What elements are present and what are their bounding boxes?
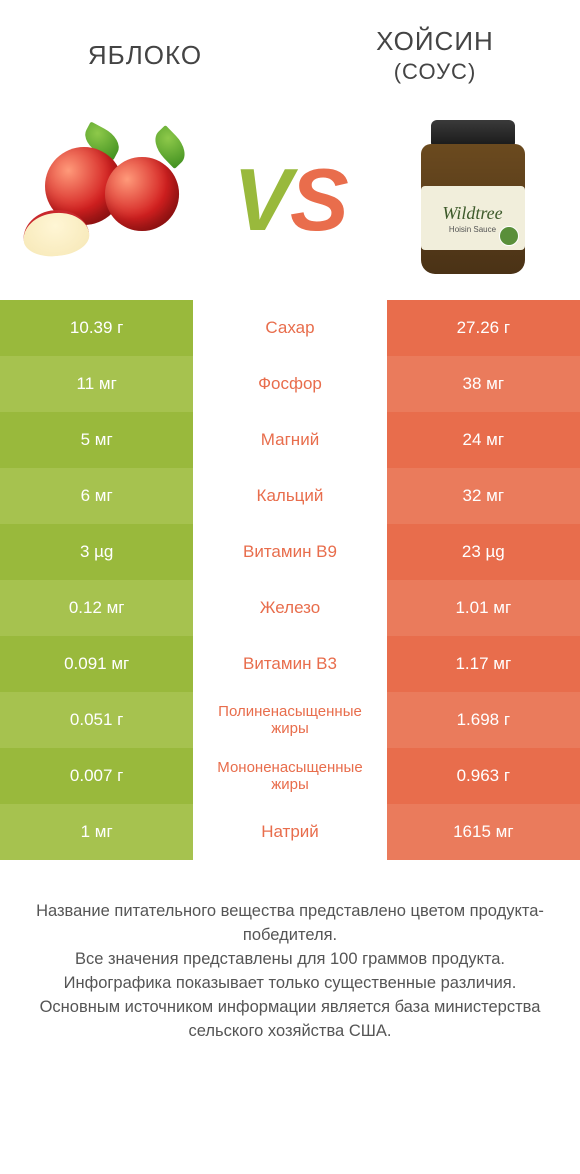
table-row: 1 мгНатрий1615 мг bbox=[0, 804, 580, 860]
nutrient-name: Магний bbox=[193, 412, 386, 468]
table-row: 10.39 гСахар27.26 г bbox=[0, 300, 580, 356]
left-value: 11 мг bbox=[0, 356, 193, 412]
footer-line: Инфографика показывает только существенн… bbox=[26, 972, 554, 996]
header: ЯБЛОКО ХОЙСИН (СОУС) bbox=[0, 0, 580, 110]
vs-v: V bbox=[233, 150, 290, 249]
left-value: 3 µg bbox=[0, 524, 193, 580]
table-row: 0.091 мгВитамин B31.17 мг bbox=[0, 636, 580, 692]
table-row: 3 µgВитамин B923 µg bbox=[0, 524, 580, 580]
right-value: 1.698 г bbox=[387, 692, 580, 748]
nutrient-name: Полиненасыщенные жиры bbox=[193, 692, 386, 748]
footer-line: Название питательного вещества представл… bbox=[26, 900, 554, 948]
right-value: 1615 мг bbox=[387, 804, 580, 860]
left-product-image bbox=[0, 110, 215, 290]
jar-brand: Wildtree bbox=[442, 203, 502, 224]
footer-note: Название питательного вещества представл… bbox=[0, 900, 580, 1044]
jar-icon: Wildtree Hoisin Sauce bbox=[413, 120, 533, 280]
nutrient-name: Кальций bbox=[193, 468, 386, 524]
right-value: 27.26 г bbox=[387, 300, 580, 356]
nutrient-name: Витамин B9 bbox=[193, 524, 386, 580]
right-value: 32 мг bbox=[387, 468, 580, 524]
left-value: 5 мг bbox=[0, 412, 193, 468]
jar-sub: Hoisin Sauce bbox=[449, 225, 496, 234]
vs-s: S bbox=[290, 150, 347, 249]
nutrient-name: Сахар bbox=[193, 300, 386, 356]
table-row: 0.12 мгЖелезо1.01 мг bbox=[0, 580, 580, 636]
left-product-title: ЯБЛОКО bbox=[0, 40, 290, 71]
vs-label: VS bbox=[215, 149, 365, 251]
right-product-image: Wildtree Hoisin Sauce bbox=[365, 110, 580, 290]
footer-line: Основным источником информации является … bbox=[26, 996, 554, 1044]
right-value: 24 мг bbox=[387, 412, 580, 468]
left-value: 0.007 г bbox=[0, 748, 193, 804]
left-value: 0.12 мг bbox=[0, 580, 193, 636]
nutrient-name: Витамин B3 bbox=[193, 636, 386, 692]
nutrient-name: Мононенасыщенные жиры bbox=[193, 748, 386, 804]
table-row: 0.051 гПолиненасыщенные жиры1.698 г bbox=[0, 692, 580, 748]
comparison-table: 10.39 гСахар27.26 г11 мгФосфор38 мг5 мгМ… bbox=[0, 300, 580, 860]
left-value: 6 мг bbox=[0, 468, 193, 524]
nutrient-name: Натрий bbox=[193, 804, 386, 860]
left-value: 10.39 г bbox=[0, 300, 193, 356]
right-title-sub: (СОУС) bbox=[290, 59, 580, 85]
right-value: 1.01 мг bbox=[387, 580, 580, 636]
right-title-main: ХОЙСИН bbox=[376, 26, 494, 56]
table-row: 11 мгФосфор38 мг bbox=[0, 356, 580, 412]
nutrient-name: Железо bbox=[193, 580, 386, 636]
right-product-title: ХОЙСИН (СОУС) bbox=[290, 26, 580, 85]
left-value: 0.051 г bbox=[0, 692, 193, 748]
right-value: 0.963 г bbox=[387, 748, 580, 804]
images-row: VS Wildtree Hoisin Sauce bbox=[0, 110, 580, 290]
right-value: 23 µg bbox=[387, 524, 580, 580]
table-row: 6 мгКальций32 мг bbox=[0, 468, 580, 524]
nutrient-name: Фосфор bbox=[193, 356, 386, 412]
left-value: 1 мг bbox=[0, 804, 193, 860]
table-row: 5 мгМагний24 мг bbox=[0, 412, 580, 468]
right-value: 1.17 мг bbox=[387, 636, 580, 692]
apples-icon bbox=[23, 125, 193, 275]
footer-line: Все значения представлены для 100 граммо… bbox=[26, 948, 554, 972]
table-row: 0.007 гМононенасыщенные жиры0.963 г bbox=[0, 748, 580, 804]
left-value: 0.091 мг bbox=[0, 636, 193, 692]
right-value: 38 мг bbox=[387, 356, 580, 412]
